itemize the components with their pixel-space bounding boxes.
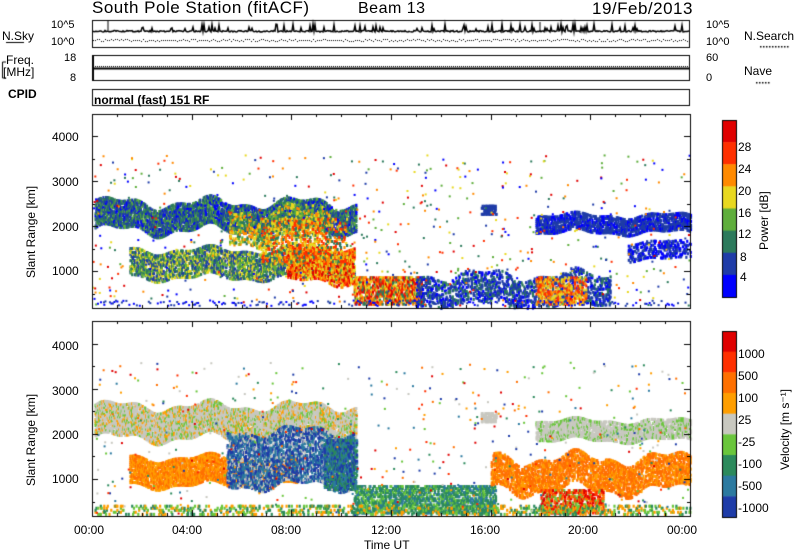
power-tick-16: 16 bbox=[738, 206, 752, 220]
vel-tick-m100: -100 bbox=[738, 457, 763, 471]
nave-label: Nave bbox=[744, 64, 773, 78]
noise-tick-right-top: 10^5 bbox=[706, 19, 730, 31]
freq-tick-top: 18 bbox=[64, 52, 77, 64]
noise-tick-right-bottom: 10^0 bbox=[706, 36, 730, 48]
power-tick-8: 8 bbox=[740, 250, 747, 264]
y-tick-4000: 4000 bbox=[52, 130, 79, 144]
noise-tick-left-bottom: 10^0 bbox=[51, 36, 75, 48]
beam-label: Beam 13 bbox=[358, 0, 426, 17]
y-tick-3000: 3000 bbox=[52, 175, 79, 189]
power-tick-28: 28 bbox=[738, 140, 752, 154]
cpid-label: CPID bbox=[8, 87, 37, 101]
nsearch-label: N.Search bbox=[744, 29, 795, 43]
noise-tick-left-top: 10^5 bbox=[51, 19, 75, 31]
x-tick-5: 20:00 bbox=[568, 523, 599, 537]
x-tick-1: 04:00 bbox=[172, 523, 203, 537]
x-tick-0: 00:00 bbox=[74, 523, 105, 537]
y-axis-label-power: Slant Range [km] bbox=[24, 185, 38, 278]
y-tick-1000-b: 1000 bbox=[52, 472, 79, 486]
power-tick-20: 20 bbox=[738, 184, 752, 198]
y-tick-2000: 2000 bbox=[52, 220, 79, 234]
date-label: 19/Feb/2013 bbox=[592, 0, 693, 18]
freq-unit: [MHz] bbox=[3, 65, 35, 79]
x-tick-4: 16:00 bbox=[470, 523, 501, 537]
y-tick-3000-b: 3000 bbox=[52, 384, 79, 398]
nave-tick-bottom: 0 bbox=[706, 72, 713, 84]
vel-tick-m25: -25 bbox=[738, 435, 756, 449]
nave-tick-top: 60 bbox=[706, 52, 719, 64]
vel-tick-m1000: -1000 bbox=[738, 501, 769, 515]
y-axis-label-velocity: Slant Range [km] bbox=[24, 393, 38, 486]
power-colorbar-label: Power [dB] bbox=[757, 191, 771, 250]
y-tick-4000-b: 4000 bbox=[52, 339, 79, 353]
nsky-label: N.Sky bbox=[2, 29, 35, 43]
cpid-value: normal (fast) 151 RF bbox=[94, 93, 210, 107]
x-tick-6: 00:00 bbox=[667, 523, 698, 537]
vel-tick-25: 25 bbox=[738, 413, 752, 427]
x-axis-label: Time UT bbox=[364, 538, 410, 552]
vel-tick-100: 100 bbox=[738, 391, 759, 405]
x-tick-2: 08:00 bbox=[271, 523, 302, 537]
vel-tick-m500: -500 bbox=[738, 479, 763, 493]
power-tick-12: 12 bbox=[738, 227, 752, 241]
x-tick-3: 12:00 bbox=[371, 523, 402, 537]
y-tick-1000: 1000 bbox=[52, 264, 79, 278]
vel-tick-500: 500 bbox=[738, 369, 759, 383]
power-tick-4: 4 bbox=[740, 270, 747, 284]
vel-tick-1000: 1000 bbox=[738, 347, 765, 361]
station-title: South Pole Station (fitACF) bbox=[92, 0, 310, 17]
freq-tick-bottom: 8 bbox=[70, 72, 77, 84]
freq-label: Freq. bbox=[6, 53, 35, 67]
velocity-colorbar-label: Velocity [m s⁻¹] bbox=[778, 388, 792, 470]
power-tick-24: 24 bbox=[738, 162, 752, 176]
y-tick-2000-b: 2000 bbox=[52, 428, 79, 442]
